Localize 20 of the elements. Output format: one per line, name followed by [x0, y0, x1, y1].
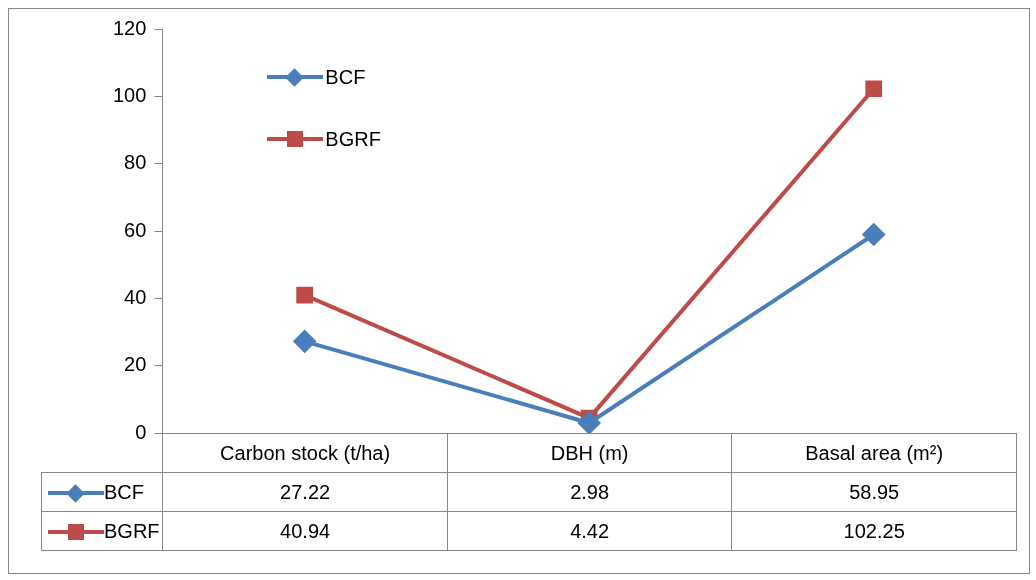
legend-label: BGRF [325, 128, 381, 150]
text: BCF [104, 480, 144, 503]
x-tick-label: DBH (m) [447, 433, 732, 473]
data-label: 58.95 [731, 472, 1017, 512]
data-label: 27.22 [162, 472, 448, 512]
text: BGRF [104, 519, 160, 542]
x-tick-label: Carbon stock (t/ha) [162, 433, 448, 473]
x-tick-label: Basal area (m²) [731, 433, 1017, 473]
y-tick-label: 40 [124, 285, 147, 308]
y-tick-label: 80 [124, 151, 147, 174]
y-tick-label: 20 [124, 353, 147, 376]
data-label: 40.94 [162, 511, 448, 551]
y-tick-label: 120 [112, 16, 147, 39]
y-tick-label: 60 [124, 218, 147, 241]
y-tick-label: 0 [135, 420, 147, 443]
data-label: 4.42 [447, 511, 732, 551]
y-tick-label: 100 [112, 83, 147, 106]
data-label: 102.25 [731, 511, 1017, 551]
data-label: 2.98 [447, 472, 732, 512]
legend-label: BCF [325, 66, 366, 88]
